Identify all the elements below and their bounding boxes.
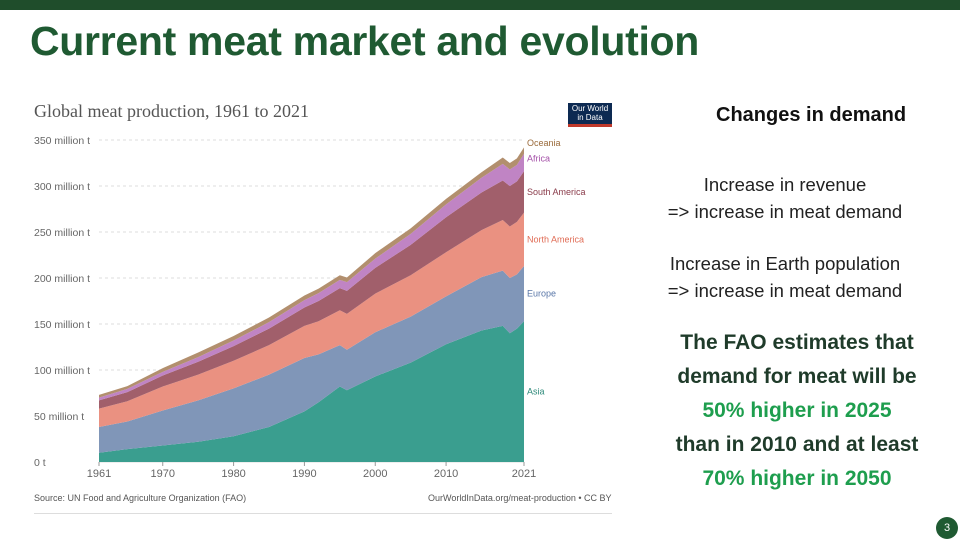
area-africa [99, 153, 524, 401]
area-asia [99, 321, 524, 462]
population-point: Increase in Earth population => increase… [620, 250, 950, 304]
x-tick-label: 1990 [292, 468, 316, 480]
chart-credit: OurWorldInData.org/meat-production • CC … [428, 493, 612, 503]
area-europe [99, 266, 524, 453]
revenue-point-line1: Increase in revenue [703, 174, 867, 195]
fao-line5-highlight: 70% higher in 2050 [702, 467, 892, 490]
series-label-africa: Africa [527, 153, 550, 163]
changes-heading: Changes in demand [716, 104, 907, 126]
fao-estimate: The FAO estimates that demand for meat w… [632, 326, 960, 496]
y-tick-label: 250 million t [34, 227, 90, 239]
source-divider [34, 513, 612, 514]
area-south-america [99, 171, 524, 409]
fao-line2: demand for meat will be [677, 365, 917, 388]
top-accent-bar [0, 0, 960, 10]
series-label-north-america: North America [527, 234, 584, 244]
y-tick-label: 150 million t [34, 319, 90, 331]
y-tick-label: 300 million t [34, 181, 90, 193]
owid-logo-line2: in Data [577, 113, 603, 122]
meat-production-chart: 0 t 50 million t 100 million t 150 million … [34, 135, 586, 480]
fao-line3-highlight: 50% higher in 2025 [702, 399, 892, 422]
x-tick-label: 2010 [434, 468, 458, 480]
series-label-europe: Europe [527, 289, 556, 299]
fao-line1: The FAO estimates that [680, 331, 914, 354]
series-label-asia: Asia [527, 387, 545, 397]
y-tick-label: 350 million t [34, 135, 90, 147]
chart-source: Source: UN Food and Agriculture Organiza… [34, 493, 247, 503]
page-number: 3 [936, 517, 958, 539]
y-tick-label: 100 million t [34, 365, 90, 377]
y-tick-label: 0 t [34, 457, 46, 469]
x-tick-label: 2000 [363, 468, 387, 480]
x-tick-label: 1970 [151, 468, 175, 480]
fao-line4: than in 2010 and at least [675, 433, 919, 456]
slide-title: Current meat market and evolution [30, 18, 700, 64]
population-point-line2: => increase in meat demand [667, 280, 903, 301]
chart-title: Global meat production, 1961 to 2021 [34, 101, 309, 121]
area-north-america [99, 212, 524, 428]
series-label-oceania: Oceania [527, 138, 561, 148]
owid-logo: Our World in Data [568, 103, 612, 127]
x-tick-label: 2021 [512, 468, 536, 480]
series-label-south-america: South America [527, 187, 586, 197]
revenue-point: Increase in revenue => increase in meat … [620, 171, 950, 225]
revenue-point-line2: => increase in meat demand [667, 201, 903, 222]
population-point-line1: Increase in Earth population [669, 253, 901, 274]
y-tick-label: 200 million t [34, 273, 90, 285]
x-tick-label: 1961 [87, 468, 111, 480]
y-tick-label: 50 million t [34, 411, 84, 423]
x-tick-label: 1980 [221, 468, 245, 480]
area-oceania [99, 147, 524, 398]
owid-logo-line1: Our World [571, 104, 609, 113]
